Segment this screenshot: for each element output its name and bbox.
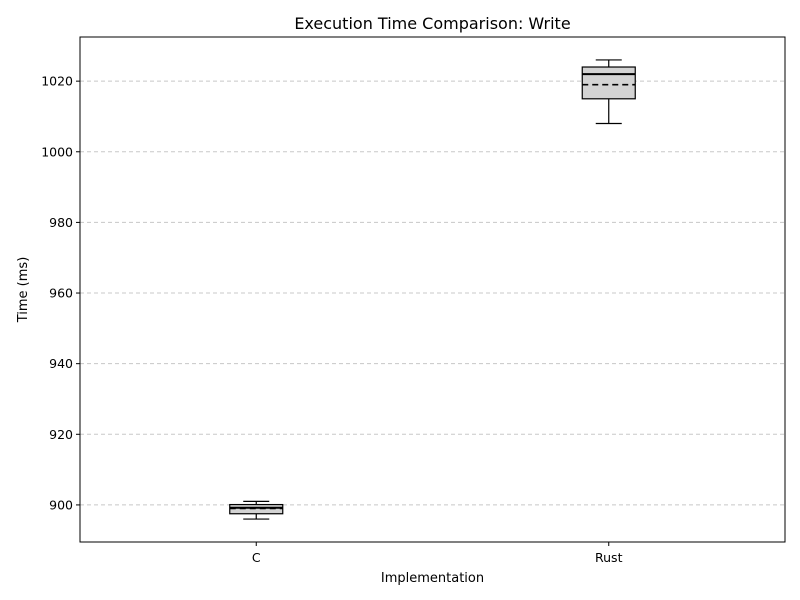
grid-layer [80,80,785,506]
iqr-box [581,66,636,100]
y-tick-label: 940 [49,356,73,371]
box-rust [581,59,636,125]
x-tick-label: Rust [595,550,623,565]
box-layer [229,59,636,520]
y-tick-label: 1020 [41,74,73,89]
y-tick-label: 960 [49,286,73,301]
box-c [229,500,284,520]
x-tick-label: C [252,550,261,565]
y-axis-title: Time (ms) [16,257,31,324]
chart-title: Execution Time Comparison: Write [294,14,570,33]
y-tick-label: 980 [49,215,73,230]
x-axis-ticks: C Rust [252,542,623,565]
x-axis-title: Implementation [381,571,484,586]
y-tick-label: 1000 [41,144,73,159]
y-tick-label: 900 [49,497,73,512]
y-axis-ticks: 900 920 940 960 980 1000 1020 [41,74,80,512]
y-tick-label: 920 [49,427,73,442]
plot-area-frame [79,36,786,543]
